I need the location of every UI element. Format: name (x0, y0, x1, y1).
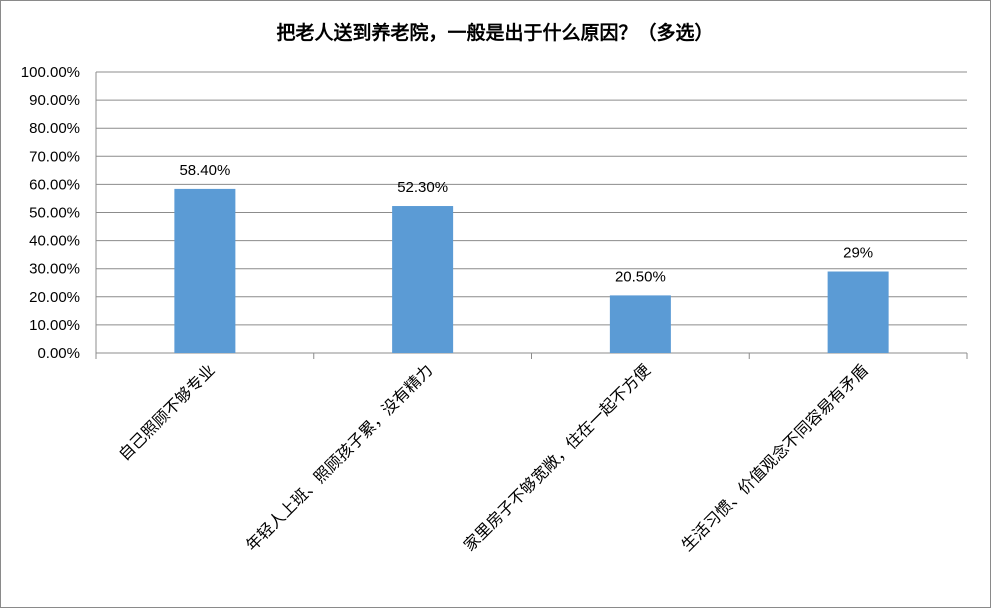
bar (392, 206, 454, 353)
y-tick-label: 60.00% (29, 176, 80, 193)
y-tick-label: 20.00% (29, 289, 80, 306)
y-tick-label: 90.00% (29, 92, 80, 109)
x-category-label: 自己照顾不够专业 (115, 360, 219, 464)
data-label: 52.30% (397, 179, 448, 196)
bar (609, 295, 671, 353)
x-category-label: 生活习惯、价值观念不同容易有矛盾 (677, 360, 871, 554)
y-tick-label: 10.00% (29, 317, 80, 334)
y-tick-label: 40.00% (29, 233, 80, 250)
x-category-label: 家里房子不够宽敞，住在一起不方便 (460, 360, 654, 554)
y-axis-ticks: 0.00% 10.00% 20.00% 30.00% 40.00% 50.00% 60.00… (21, 64, 80, 362)
y-tick-label: 0.00% (37, 345, 80, 362)
data-label: 58.40% (179, 162, 230, 179)
gridlines (95, 71, 968, 359)
data-label: 20.50% (615, 268, 666, 285)
data-label: 29% (843, 245, 873, 262)
y-tick-label: 80.00% (29, 120, 80, 137)
x-axis-categories: 自己照顾不够专业 年轻人上班、照顾孩子累，没有精力 家里房子不够宽敞，住在一起不方便… (115, 360, 872, 554)
x-category-label: 年轻人上班、照顾孩子累，没有精力 (242, 360, 436, 554)
y-tick-label: 100.00% (21, 64, 80, 81)
bar (827, 271, 889, 353)
y-tick-label: 50.00% (29, 205, 80, 222)
y-tick-label: 30.00% (29, 261, 80, 278)
data-labels: 58.40% 52.30% 20.50% 29% (179, 162, 873, 285)
y-tick-label: 70.00% (29, 148, 80, 165)
bars (174, 188, 889, 353)
chart-title: 把老人送到养老院，一般是出于什么原因？（多选） (276, 21, 713, 44)
bar (174, 188, 236, 353)
